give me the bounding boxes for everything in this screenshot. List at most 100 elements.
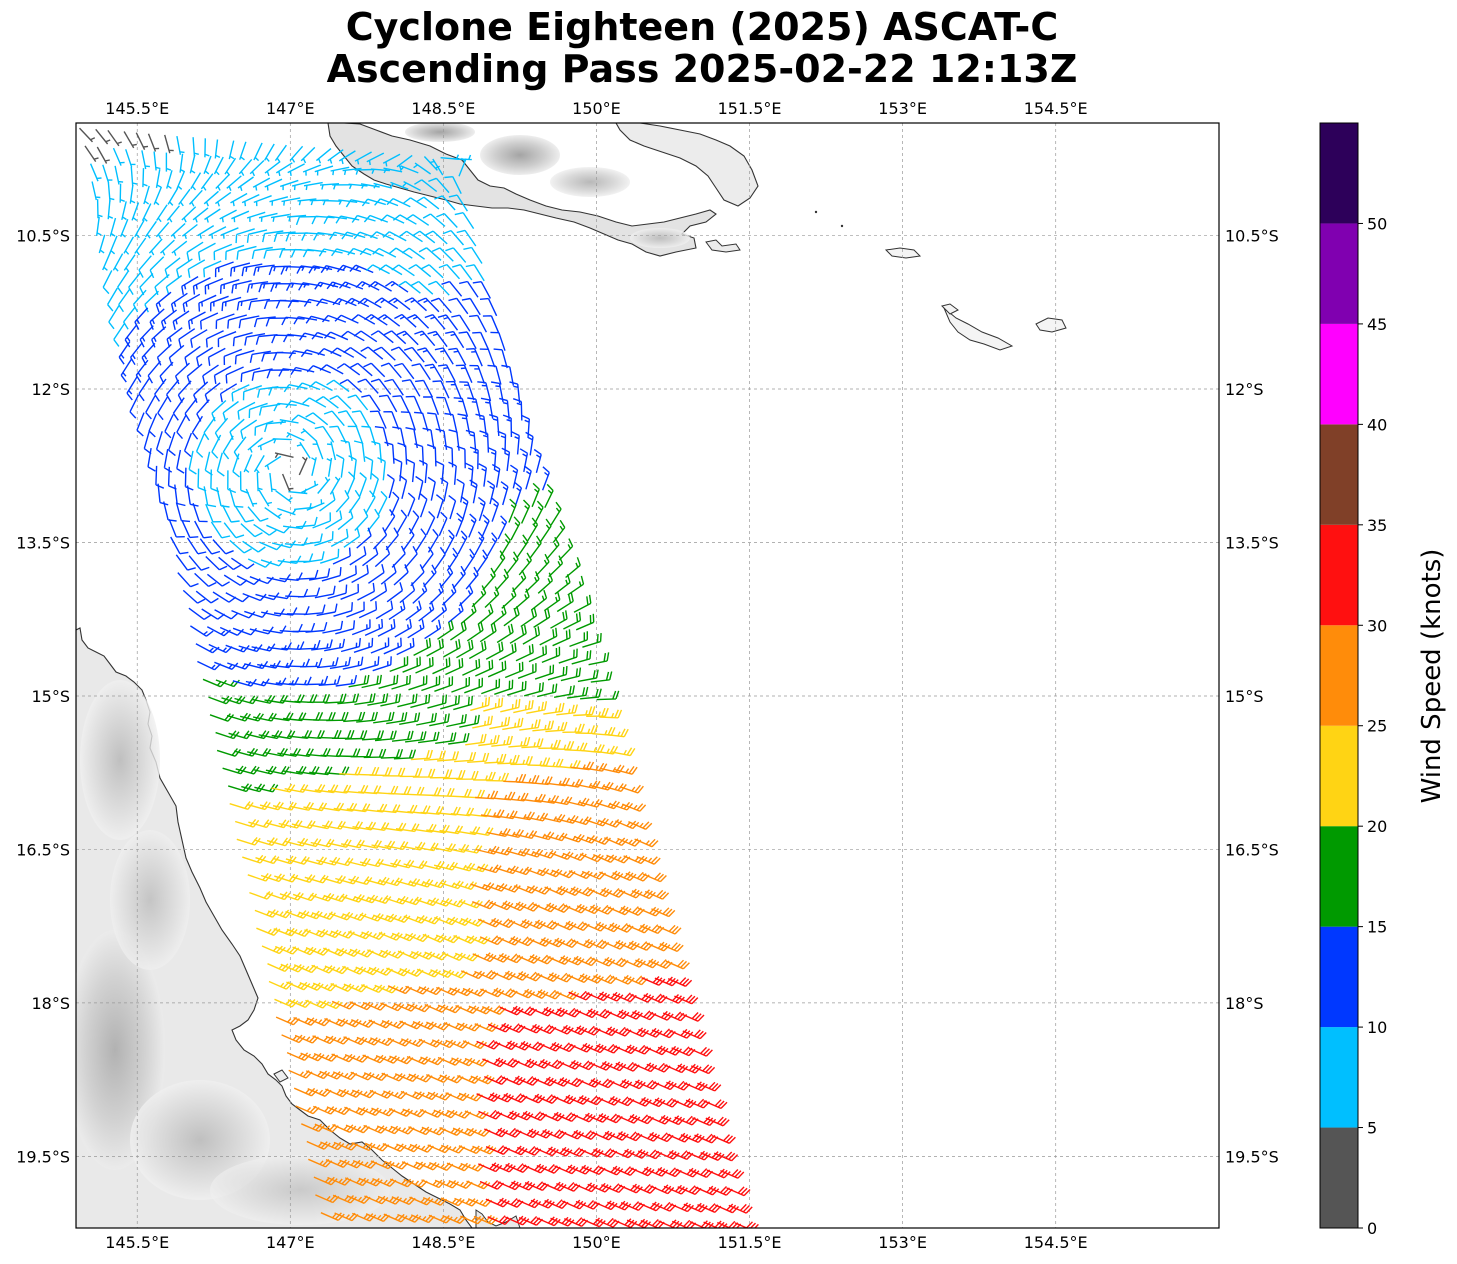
wind-barb	[517, 1146, 542, 1156]
wind-barb	[202, 364, 219, 385]
wind-barb	[307, 693, 331, 703]
wind-barb	[402, 180, 421, 192]
axis-tick-labels: 145.5°E145.5°E147°E147°E148.5°E148.5°E15…	[16, 99, 1279, 1252]
wind-barbs	[78, 127, 759, 1228]
wind-barb	[448, 297, 469, 315]
wind-barb	[442, 769, 466, 780]
wind-barb	[606, 854, 631, 864]
wind-barb	[582, 1043, 607, 1054]
wind-barb	[577, 1077, 602, 1088]
wind-barb	[570, 761, 595, 771]
wind-barb	[263, 143, 275, 162]
wind-barb	[680, 1012, 705, 1022]
wind-barb	[626, 1044, 652, 1055]
wind-barb	[249, 891, 274, 900]
wind-barb	[438, 511, 448, 536]
wind-barb	[296, 569, 319, 580]
wind-barb	[286, 606, 310, 615]
wind-barb	[322, 820, 346, 830]
wind-barb	[232, 627, 258, 636]
wind-barb	[509, 1110, 534, 1121]
wind-barb	[625, 871, 650, 882]
wind-barb	[713, 1151, 739, 1162]
wind-barb	[195, 590, 219, 604]
wind-barb	[484, 586, 500, 609]
wind-barb	[305, 947, 330, 956]
wind-barb	[452, 1127, 477, 1137]
wind-barb	[340, 638, 361, 653]
wind-barb	[585, 1113, 610, 1123]
wind-barb	[446, 713, 467, 728]
wind-barb	[407, 492, 416, 517]
wind-barb	[533, 448, 542, 473]
wind-barb	[538, 739, 561, 749]
wind-barb	[259, 541, 284, 551]
wind-barb	[408, 1073, 433, 1083]
wind-barb	[141, 150, 150, 170]
wind-barb	[655, 1149, 680, 1160]
wind-barb	[641, 1097, 666, 1108]
wind-barb	[337, 509, 354, 531]
wind-barb	[482, 1057, 507, 1068]
wind-barb	[548, 796, 573, 806]
wind-barb	[468, 513, 477, 538]
wind-barb	[190, 172, 202, 191]
wind-barb	[84, 145, 99, 162]
wind-barb	[468, 640, 487, 660]
wind-barb	[380, 693, 401, 707]
wind-barb	[203, 486, 217, 508]
wind-barb	[375, 1054, 400, 1064]
wind-barb	[494, 865, 519, 875]
wind-barb	[521, 738, 544, 749]
wind-barb	[515, 901, 540, 912]
wind-barb	[467, 752, 490, 763]
colorbar-tick-label: 20	[1367, 817, 1387, 836]
wind-barb	[327, 149, 344, 164]
wind-barb	[583, 762, 608, 772]
wind-barb	[293, 964, 319, 974]
wind-barb	[279, 179, 299, 191]
wind-barb	[155, 169, 162, 189]
wind-barb	[324, 693, 347, 704]
wind-barb	[118, 288, 131, 313]
wind-barb	[213, 156, 224, 176]
wind-barb	[550, 501, 562, 526]
wind-barb	[573, 706, 596, 717]
wind-barb	[445, 1039, 470, 1049]
wind-barb	[315, 1194, 340, 1204]
wind-barb	[109, 217, 117, 237]
wind-barb	[282, 333, 307, 343]
wind-barb	[194, 572, 217, 588]
colorbar-segment	[1320, 725, 1358, 827]
wind-barb	[378, 394, 398, 413]
wind-barb	[187, 259, 206, 278]
wind-barb	[299, 657, 323, 668]
wind-barb	[496, 623, 514, 644]
wind-barb	[532, 1024, 557, 1035]
wind-barb	[213, 365, 232, 385]
wind-barb	[446, 1162, 471, 1172]
wind-barb	[129, 184, 136, 204]
wind-barb	[464, 863, 489, 873]
wind-barb	[416, 915, 441, 925]
wind-barb	[186, 537, 207, 555]
wind-barb	[431, 247, 454, 262]
wind-barb	[367, 949, 392, 959]
wind-barb	[405, 600, 422, 621]
wind-barb	[383, 1213, 408, 1223]
wind-barb	[364, 456, 374, 480]
wind-barb	[225, 366, 244, 384]
wind-barb	[109, 235, 118, 255]
wind-barb	[591, 956, 616, 967]
wind-barb	[596, 1095, 621, 1106]
wind-barb	[534, 1094, 559, 1104]
wind-barb	[236, 297, 258, 311]
wind-barb	[607, 1200, 632, 1211]
wind-barb	[432, 657, 451, 675]
wind-barb	[344, 730, 368, 740]
wind-barb	[586, 707, 609, 717]
wind-barb	[413, 638, 432, 657]
wind-barb	[418, 459, 428, 484]
wind-barb	[293, 1016, 318, 1026]
wind-barb	[314, 585, 336, 599]
